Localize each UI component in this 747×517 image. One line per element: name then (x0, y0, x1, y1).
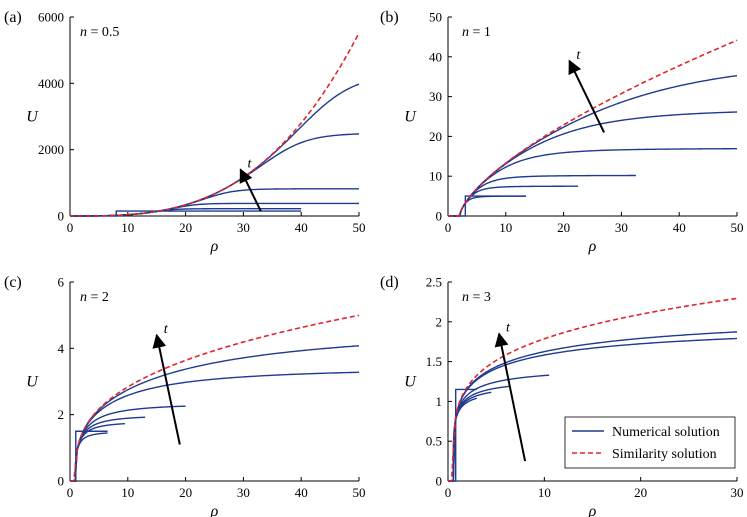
panel-letter: (a) (4, 9, 22, 26)
similarity-curve (70, 314, 360, 482)
x-tick-label: 50 (731, 220, 744, 235)
time-arrow-label: t (164, 322, 169, 337)
similarity-curve (448, 39, 738, 217)
parameter-annotation: n = 1 (462, 25, 491, 40)
time-arrow-label: t (506, 321, 511, 336)
numerical-profile-5 (448, 111, 738, 217)
time-arrow-label: t (248, 157, 253, 172)
x-tick-label: 0 (67, 485, 74, 500)
numerical-profile-4 (70, 405, 186, 482)
numerical-profile-4 (448, 148, 737, 217)
numerical-profile-2 (70, 202, 359, 217)
x-tick-label: 30 (615, 220, 628, 235)
time-arrow (152, 333, 181, 445)
y-tick-label: 6000 (38, 10, 64, 25)
x-tick-label: 20 (179, 220, 192, 235)
y-tick-label: 2 (436, 314, 443, 329)
parameter-annotation: n = 3 (462, 290, 491, 305)
time-arrow (568, 59, 605, 133)
y-tick-label: 1.5 (426, 354, 442, 369)
y-axis-label: U (404, 109, 417, 126)
y-tick-label: 30 (429, 89, 442, 104)
y-tick-label: 20 (429, 129, 442, 144)
y-tick-label: 1 (436, 394, 443, 409)
x-axis-label: ρ (210, 503, 219, 517)
y-tick-label: 4 (58, 341, 65, 356)
time-arrow (494, 332, 527, 462)
legend-label-similarity: Similarity solution (612, 447, 717, 462)
panel-letter: (b) (380, 9, 399, 26)
x-tick-label: 10 (121, 220, 134, 235)
x-axis-label: ρ (210, 238, 219, 255)
similarity-curve (448, 297, 738, 482)
y-tick-label: 10 (429, 169, 442, 184)
numerical-profile-1 (70, 432, 108, 482)
y-axis-label: U (26, 374, 39, 391)
numerical-profile-2 (70, 422, 125, 482)
similarity-curve (70, 32, 360, 217)
y-tick-label: 2 (58, 407, 65, 422)
y-tick-label: 0 (58, 209, 65, 224)
x-tick-label: 20 (634, 485, 647, 500)
x-tick-label: 40 (295, 485, 308, 500)
x-tick-label: 30 (731, 485, 744, 500)
numerical-profile-4 (448, 374, 550, 482)
y-tick-label: 0 (436, 474, 443, 489)
y-axis-label: U (404, 374, 417, 391)
numerical-profile-5 (448, 337, 738, 482)
y-tick-label: 4000 (38, 76, 64, 91)
y-tick-label: 0 (436, 209, 443, 224)
x-tick-label: 0 (67, 220, 74, 235)
legend-label-numerical: Numerical solution (612, 425, 720, 440)
y-tick-label: 40 (429, 49, 442, 64)
x-tick-label: 30 (237, 220, 250, 235)
x-axis-label: ρ (588, 238, 597, 255)
y-tick-label: 2.5 (426, 275, 442, 290)
x-tick-label: 10 (121, 485, 134, 500)
initial-step (70, 210, 302, 217)
time-arrow (239, 168, 262, 212)
numerical-profile-6 (70, 345, 360, 482)
x-tick-label: 40 (673, 220, 686, 235)
numerical-profile-6 (448, 331, 738, 482)
initial-step (70, 430, 108, 482)
time-arrow-label: t (576, 48, 581, 63)
panel-d: 0 10 20 30 0 0.5 1 1.5 2 2.5 ρ U (d) n = 3 t (380, 274, 744, 517)
numerical-profile-2 (448, 185, 579, 217)
x-tick-label: 50 (353, 220, 366, 235)
x-tick-label: 20 (557, 220, 570, 235)
parameter-annotation: n = 0.5 (80, 25, 119, 40)
y-tick-label: 2000 (38, 142, 64, 157)
panel-letter: (d) (380, 274, 399, 291)
y-tick-label: 50 (429, 10, 442, 25)
numerical-profile-3 (70, 416, 146, 482)
x-tick-label: 0 (445, 220, 452, 235)
parameter-annotation: n = 2 (80, 290, 109, 305)
x-tick-label: 30 (237, 485, 250, 500)
y-axis-label: U (26, 109, 39, 126)
numerical-profile-3 (448, 174, 636, 217)
numerical-profile-6 (448, 74, 738, 217)
y-tick-label: 0 (58, 474, 65, 489)
numerical-profile-5 (70, 371, 360, 482)
x-tick-label: 0 (445, 485, 452, 500)
x-tick-label: 40 (295, 220, 308, 235)
legend-box (564, 416, 736, 469)
x-tick-label: 10 (538, 485, 551, 500)
panel-c: 0 10 20 30 40 50 0 2 4 6 ρ U (c) n = 2 t (4, 274, 366, 517)
x-tick-label: 10 (499, 220, 512, 235)
legend: Numerical solution Similarity solution (564, 416, 736, 469)
panel-a: 0 10 20 30 40 50 0 2000 4000 6000 ρ U (a) n = 0.5 t (4, 9, 366, 255)
numerical-profile-3 (70, 188, 359, 217)
x-axis-label: ρ (588, 503, 597, 517)
x-tick-label: 50 (353, 485, 366, 500)
panel-b: 0 10 20 30 40 50 0 10 20 30 40 50 ρ U (b) n = 1 t (380, 9, 744, 255)
y-tick-label: 6 (58, 275, 65, 290)
x-tick-label: 20 (179, 485, 192, 500)
panel-letter: (c) (4, 274, 22, 291)
numerical-profile-3 (448, 385, 511, 482)
y-tick-label: 0.5 (426, 434, 442, 449)
